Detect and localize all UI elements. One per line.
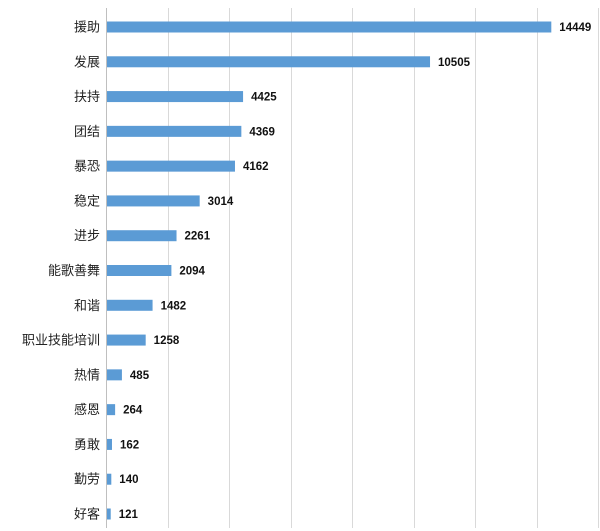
- bar-5: [107, 195, 200, 207]
- value-label-4: 4162: [243, 161, 269, 173]
- bar-8: [107, 299, 153, 311]
- value-label-6: 2261: [185, 231, 211, 243]
- category-label-2: 扶持: [74, 90, 100, 105]
- bar-7: [107, 265, 172, 276]
- bar-9: [107, 334, 146, 346]
- category-label-8: 和谐: [74, 299, 100, 314]
- bar-3: [107, 125, 242, 137]
- category-label-1: 发展: [74, 54, 100, 70]
- category-label-10: 热情: [74, 368, 100, 383]
- category-label-4: 暴恐: [74, 160, 100, 175]
- bar-6: [107, 230, 177, 242]
- value-label-12: 162: [120, 439, 139, 451]
- value-label-13: 140: [119, 474, 138, 486]
- bar-2: [107, 91, 244, 103]
- category-label-7: 能歌善舞: [48, 263, 100, 279]
- value-label-10: 485: [130, 370, 150, 382]
- category-label-9: 职业技能培训: [22, 333, 100, 349]
- value-label-0: 14449: [559, 22, 591, 34]
- category-label-14: 好客: [74, 507, 100, 523]
- bar-13: [107, 473, 112, 485]
- category-label-3: 团结: [74, 125, 100, 140]
- bar-11: [107, 404, 116, 416]
- bars: [107, 21, 552, 520]
- value-label-8: 1482: [161, 300, 187, 312]
- value-label-14: 121: [119, 509, 139, 521]
- bar-12: [107, 438, 112, 450]
- category-label-12: 勇敢: [74, 438, 100, 453]
- value-label-11: 264: [123, 405, 143, 417]
- category-label-13: 勤劳: [74, 472, 100, 488]
- bar-4: [107, 160, 235, 172]
- bar-14: [107, 508, 111, 520]
- bar-10: [107, 369, 122, 381]
- bar-1: [107, 56, 431, 68]
- value-label-7: 2094: [179, 266, 205, 278]
- category-label-0: 援助: [74, 21, 100, 36]
- category-label-5: 稳定: [74, 193, 100, 209]
- value-labels: 14449 10505 4425 4369 4162 3014 2261 2094 1482 12…: [119, 22, 592, 521]
- category-label-6: 进步: [74, 229, 100, 244]
- value-label-3: 4369: [249, 126, 275, 138]
- value-label-2: 4425: [251, 92, 277, 104]
- value-label-9: 1258: [154, 335, 180, 347]
- value-label-5: 3014: [208, 196, 234, 208]
- gridlines: [168, 8, 599, 528]
- value-label-1: 10505: [438, 57, 471, 69]
- bar-0: [107, 21, 552, 33]
- category-label-11: 感恩: [74, 402, 100, 418]
